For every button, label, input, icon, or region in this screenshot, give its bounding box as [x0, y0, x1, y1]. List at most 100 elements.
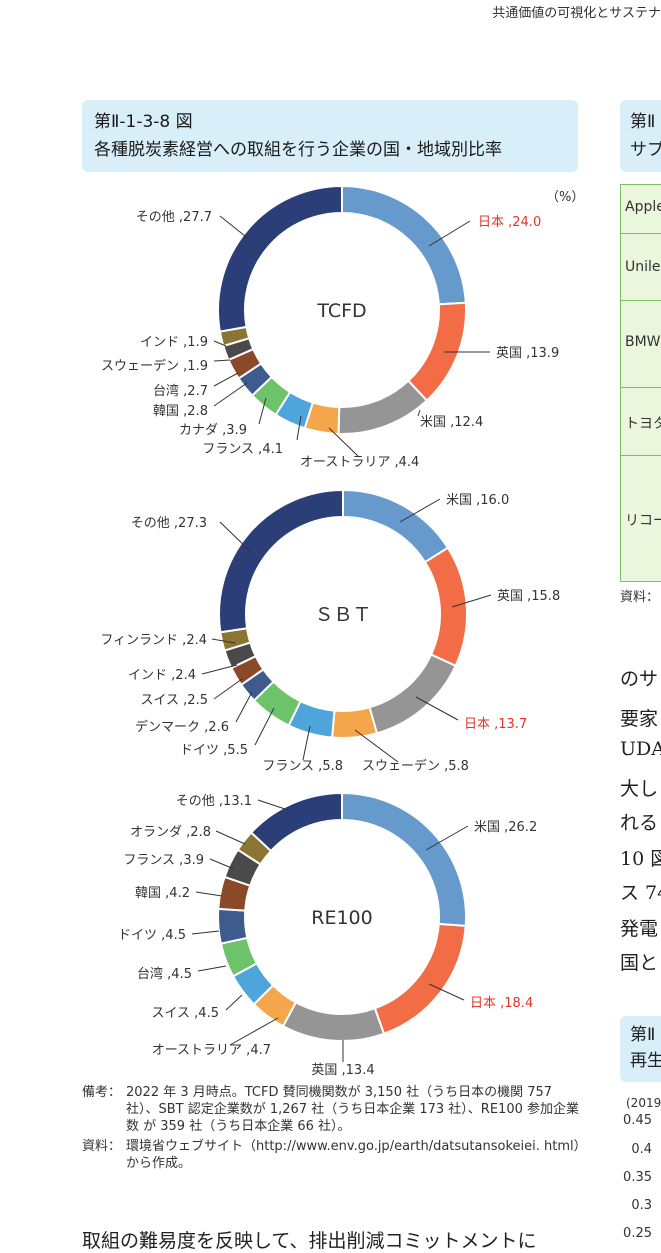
slice-label: インド ,2.4: [128, 668, 196, 683]
right-paragraph-line: UDA: [620, 738, 661, 760]
slice-label: 韓国 ,4.2: [135, 886, 190, 901]
slice-label: 米国 ,16.0: [446, 493, 509, 508]
slice-label: オーストラリア ,4.7: [152, 1043, 271, 1058]
donut-slice: [368, 653, 457, 735]
slice-label: フランス ,5.8: [262, 759, 343, 774]
donut-slice: [373, 922, 467, 1035]
slice-label: デンマーク ,2.6: [135, 719, 229, 735]
leader-line: [428, 983, 465, 1001]
leader-line: [209, 858, 235, 870]
slice-label: スイス ,4.5: [151, 1006, 219, 1021]
donut-slice: [331, 706, 379, 739]
note-remarks-key: 備考：: [82, 1085, 122, 1100]
right-table-cell: BMW: [625, 334, 661, 350]
slice-label: ドイツ ,5.5: [180, 743, 248, 758]
leader-line: [219, 215, 251, 241]
donut-chart-tcfd: 日本 ,24.0 英国 ,13.9 米国 ,12.4 オーストラリア ,4.4 フランス…: [101, 184, 559, 470]
leader-line: [302, 725, 311, 761]
right-figure-line1: 第Ⅱ: [630, 112, 656, 132]
slice-label: カナダ ,3.9: [179, 423, 247, 438]
right-figure2-line2: 再生: [630, 1051, 661, 1071]
slice-label: その他 ,27.7: [136, 210, 212, 225]
donut-chart-re100: 米国 ,26.2 日本 ,18.4 英国 ,13.4 オーストラリア ,4.7 スイス …: [118, 791, 537, 1078]
leader-line: [257, 799, 289, 811]
note-remarks: 備考： 2022 年 3 月時点。TCFD 賛同機関数が 3,150 社（うち日…: [82, 1084, 582, 1135]
note-source: 資料： 環境省ウェブサイト（http://www.env.go.jp/earth…: [82, 1138, 582, 1172]
right-figure-line2: サプ: [630, 140, 661, 160]
note-source-key: 資料：: [82, 1139, 122, 1154]
leader-line: [215, 830, 246, 845]
right-paragraph-line: 国と: [620, 952, 659, 974]
donut-slice: [341, 184, 467, 306]
slice-label: 米国 ,12.4: [420, 415, 483, 430]
donut-slice: [218, 488, 344, 634]
slice-label: スイス ,2.5: [140, 693, 208, 708]
leader-line: [229, 1017, 279, 1046]
leader-line: [213, 372, 239, 387]
leader-line: [328, 427, 359, 457]
right-y-tick: 0.4: [631, 1142, 652, 1157]
leader-line: [213, 359, 231, 362]
slice-label: ドイツ ,4.5: [118, 928, 186, 943]
leader-line: [225, 994, 243, 1011]
slice-label: 韓国 ,2.8: [153, 404, 208, 419]
unit-label: （%）: [546, 190, 585, 205]
donut-slice: [217, 907, 249, 945]
leader-line: [258, 397, 267, 425]
right-table-cell: Unile: [625, 259, 661, 275]
donut-center-label: ＳＢＴ: [314, 604, 371, 626]
right-y-tick: 0.45: [623, 1113, 652, 1128]
slice-label: 英国 ,13.9: [496, 346, 559, 361]
right-table: Apple Unile BMW トヨタ リコー: [620, 184, 661, 582]
right-figure-header: 第Ⅱ サプ: [620, 100, 661, 172]
leader-line: [425, 825, 469, 851]
figure-number: 第Ⅱ-1-3-8 図: [94, 112, 193, 132]
slice-label: フランス ,4.1: [202, 442, 283, 457]
leader-line: [399, 498, 441, 523]
donut-slice: [217, 184, 343, 333]
running-head: 共通価値の可視化とサステナ: [492, 6, 661, 21]
right-paragraph-line: 大し: [620, 778, 659, 800]
leader-line: [296, 415, 302, 441]
donut-slice: [341, 791, 467, 928]
slice-label: 日本 ,13.7: [464, 717, 527, 732]
donut-chart-sbt: 米国 ,16.0 英国 ,15.8 日本 ,13.7 スウェーデン ,5.8 フランス …: [100, 488, 560, 774]
leader-line: [195, 891, 223, 897]
leader-line: [201, 664, 238, 675]
note-remarks-text: 2022 年 3 月時点。TCFD 賛同機関数が 3,150 社（うち日本の機関…: [126, 1085, 579, 1134]
slice-label: インド ,1.9: [140, 335, 208, 350]
figure-header: 第Ⅱ-1-3-8 図 各種脱炭素経営への取組を行う企業の国・地域別比率: [82, 100, 578, 172]
note-source-text: 環境省ウェブサイト（http://www.env.go.jp/earth/dat…: [126, 1139, 581, 1171]
donut-slice: [249, 791, 343, 853]
slice-label: 日本 ,24.0: [478, 215, 541, 230]
leader-line: [415, 696, 459, 721]
leader-line: [254, 707, 275, 746]
right-table-cell: Apple: [625, 199, 661, 215]
slice-label: その他 ,27.3: [131, 516, 207, 531]
leader-line: [451, 594, 492, 608]
right-paragraph-line: れる: [620, 812, 659, 834]
leader-line: [417, 409, 421, 417]
leader-line: [428, 220, 471, 247]
right-y-tick: 0.35: [623, 1170, 652, 1185]
slice-label: その他 ,13.1: [176, 794, 252, 809]
donut-center-label: TCFD: [316, 300, 366, 322]
donut-slice: [423, 546, 468, 668]
leader-line: [197, 965, 227, 972]
right-y-unit: (2019: [626, 1096, 661, 1110]
right-y-tick: 0.25: [623, 1226, 652, 1241]
donut-slice: [342, 488, 450, 564]
leader-line: [191, 930, 220, 935]
right-paragraph-line: ス 74: [620, 882, 661, 904]
slice-label: フィンランド ,2.4: [100, 633, 207, 648]
leader-line: [213, 340, 227, 347]
body-text: 取組の難易度を反映して、排出削減コミットメントに: [82, 1230, 537, 1252]
slice-label: 英国 ,15.8: [497, 589, 560, 604]
slice-label: 台湾 ,2.7: [153, 383, 208, 399]
right-figure2-header: 第Ⅱ 再生: [620, 1016, 661, 1082]
slice-label: スウェーデン ,5.8: [362, 758, 469, 774]
slice-label: フランス ,3.9: [123, 853, 204, 868]
donut-slice: [281, 1000, 386, 1042]
leader-line: [354, 729, 399, 763]
